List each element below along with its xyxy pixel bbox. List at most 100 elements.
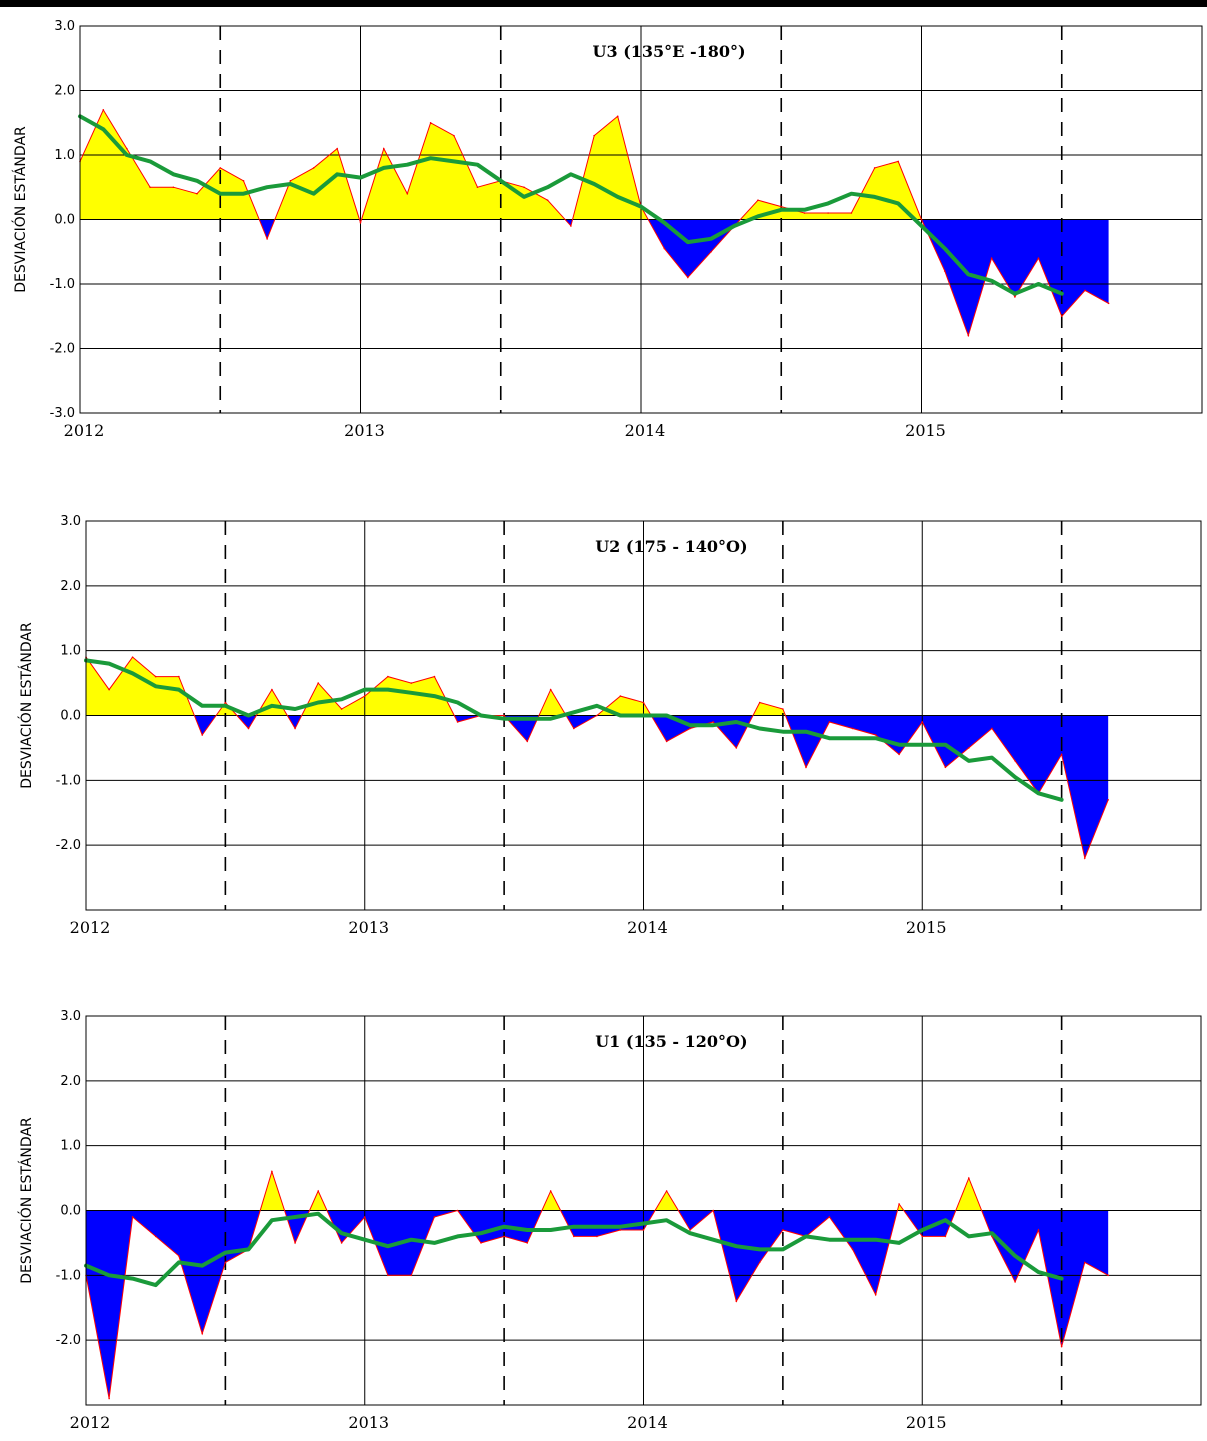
- y-tick-label: -1.0: [50, 277, 75, 292]
- x-tick-label: 2014: [627, 1413, 668, 1432]
- anomaly-point: [289, 180, 292, 182]
- anomaly-point: [710, 250, 712, 253]
- y-tick-label: -2.0: [56, 838, 81, 853]
- anomaly-point: [1014, 296, 1016, 298]
- y-axis-label: DESVIACIÓN ESTÁNDAR: [17, 622, 35, 789]
- anomaly-point: [266, 238, 268, 240]
- anomaly-point: [453, 134, 455, 137]
- anomaly-point: [573, 1235, 575, 1238]
- anomaly-point: [340, 1242, 343, 1244]
- plot-frame: [85, 520, 1202, 911]
- anomaly-point: [1060, 1345, 1063, 1348]
- anomaly-point: [359, 221, 362, 224]
- panel-title: U3 (135°E -180°): [593, 42, 746, 61]
- negative-anomaly-area: [86, 1210, 1109, 1399]
- anomaly-point: [363, 1216, 366, 1218]
- anomaly-point: [827, 212, 829, 214]
- x-tick-label: 2012: [70, 918, 111, 937]
- anomaly-point: [874, 1293, 877, 1296]
- anomaly-point: [805, 766, 807, 769]
- anomaly-point: [828, 1216, 831, 1218]
- anomaly-point: [968, 1177, 970, 1179]
- anomaly-point: [780, 205, 783, 208]
- anomaly-point: [480, 1242, 482, 1244]
- anomaly-point: [642, 701, 645, 704]
- y-tick-label: 2.0: [54, 84, 75, 99]
- anomaly-point: [219, 167, 222, 169]
- anomaly-point: [851, 1248, 854, 1251]
- anomaly-point: [735, 1300, 738, 1303]
- x-tick-label: 2013: [348, 918, 389, 937]
- anomaly-point: [851, 727, 854, 730]
- anomaly-point: [172, 186, 175, 189]
- anomaly-point: [410, 1274, 413, 1277]
- anomaly-point: [242, 180, 245, 182]
- anomaly-point: [803, 212, 806, 214]
- anomaly-series-line: [85, 1169, 1109, 1399]
- y-tick-label: 1.0: [60, 1139, 81, 1154]
- anomaly-point: [874, 734, 877, 736]
- y-tick-label: 0.0: [60, 709, 81, 724]
- anomaly-point: [433, 675, 436, 678]
- anomaly-point: [689, 1229, 691, 1231]
- positive-anomaly-area: [80, 109, 1109, 220]
- anomaly-point: [131, 1216, 134, 1218]
- y-tick-label: 2.0: [60, 1074, 81, 1089]
- anomaly-point: [1107, 1274, 1109, 1277]
- anomaly-point: [102, 109, 105, 111]
- y-tick-label: -2.0: [50, 342, 75, 357]
- anomaly-point: [758, 701, 761, 704]
- anomaly-point: [410, 682, 413, 684]
- panel-title: U2 (175 - 140°O): [595, 537, 747, 556]
- anomaly-point: [967, 334, 970, 337]
- anomaly-point: [546, 199, 549, 201]
- anomaly-point: [921, 721, 924, 723]
- anomaly-point: [898, 1203, 900, 1205]
- anomaly-point: [782, 708, 784, 710]
- anomaly-point: [782, 1229, 784, 1231]
- anomaly-point: [523, 186, 525, 189]
- anomaly-point: [921, 1235, 924, 1238]
- x-tick-label: 2013: [348, 1413, 389, 1432]
- anomaly-point: [1060, 753, 1063, 756]
- anomaly-point: [573, 727, 575, 730]
- anomaly-point: [271, 1170, 273, 1173]
- anomaly-point: [735, 747, 738, 749]
- y-tick-label: -1.0: [56, 773, 81, 788]
- x-tick-label: 2012: [64, 421, 105, 440]
- positive-anomaly-area: [86, 657, 1109, 716]
- anomaly-point: [990, 257, 993, 260]
- anomaly-point: [757, 199, 759, 201]
- anomaly-point: [271, 688, 273, 691]
- anomaly-point: [665, 740, 668, 743]
- x-tick-label: 2015: [906, 918, 947, 937]
- x-tick-label: 2014: [627, 918, 668, 937]
- panel-3: 3.0 2.0 1.0 0.0 -1.0 -2.0 2012 2013 2014 2015 U1 (…: [17, 1009, 1202, 1432]
- anomaly-point: [873, 167, 876, 169]
- anomaly-point: [689, 727, 691, 730]
- anomaly-point: [943, 270, 946, 272]
- anomaly-point: [312, 167, 315, 169]
- panel-2: 3.0 2.0 1.0 0.0 -1.0 -2.0 2012 2013 2014 2015 U2 (…: [17, 514, 1202, 937]
- anomaly-point: [317, 682, 319, 684]
- anomaly-point: [433, 1216, 436, 1218]
- y-axis-label: DESVIACIÓN ESTÁNDAR: [17, 1117, 35, 1284]
- anomaly-point: [944, 766, 947, 769]
- positive-anomaly-area: [86, 1171, 1109, 1211]
- anomaly-point: [1014, 760, 1016, 762]
- y-tick-label: -2.0: [56, 1333, 81, 1348]
- anomaly-point: [593, 134, 595, 137]
- anomaly-point: [317, 1190, 319, 1192]
- anomaly-point: [596, 714, 598, 717]
- anomaly-point: [596, 1235, 598, 1238]
- anomaly-point: [340, 708, 343, 710]
- anomaly-point: [712, 721, 714, 723]
- smoothed-series-line: [78, 114, 1064, 296]
- anomaly-point: [570, 225, 572, 227]
- anomaly-point: [476, 186, 479, 189]
- anomaly-point: [294, 1242, 296, 1244]
- anomaly-point: [154, 1235, 157, 1238]
- anomaly-point: [154, 675, 157, 678]
